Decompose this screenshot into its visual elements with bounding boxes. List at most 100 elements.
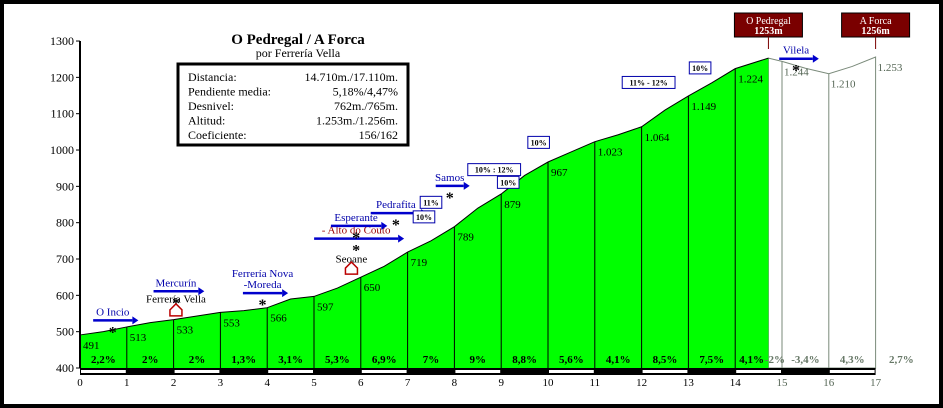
place-label: -Moreda [244,279,282,291]
y-tick-label: 1300 [50,34,74,48]
steep-note-box [467,163,522,177]
summit-flag [841,12,911,38]
gradient-label-secondary: 2,7% [889,354,914,366]
x-tick-label: 15 [777,377,789,389]
place-label: Seoane [336,254,368,266]
gradient-label: 4,1% [739,354,764,366]
steep-note-label: 10% [531,138,547,147]
x-tick-label: 5 [311,377,317,389]
elevation-label: 719 [411,257,428,269]
gradient-label: 8,8% [512,354,537,366]
x-tick-label: 3 [218,377,224,389]
house-icon [344,261,359,275]
steep-note-label: 10% : 12% [475,166,514,175]
asterisk-icon: * [352,243,360,260]
asterisk-icon: * [109,324,117,341]
y-tick-label: 500 [56,325,74,339]
summit-name: O Pedregal [746,16,791,27]
info-box [176,62,410,147]
x-tick-label: 6 [358,377,364,389]
gradient-label: 5,6% [559,354,584,366]
gradient-label: 4,1% [606,354,631,366]
arrow-head-icon [198,287,205,296]
elevation-label: 566 [270,313,287,325]
chart-frame: 0 1 2 3 4 5 6 7 8 9 10 11 12 13 14 15 16 17 400 500 600 700 80… [4,4,939,404]
steep-note-box [527,135,550,149]
x-axis-segment [829,370,875,373]
place-label: Samos [435,172,464,184]
steep-note-box [419,195,443,209]
elevation-label: 513 [130,332,147,344]
profile-area-secondary [767,56,877,369]
x-tick-label: 14 [730,377,742,389]
elevation-label: 967 [551,167,568,179]
asterisk-icon: * [259,297,267,314]
y-tick-label: 1100 [50,107,74,121]
arrow-head-icon [132,316,139,325]
y-tick-label: 1000 [50,143,74,157]
elevation-label: 533 [177,325,194,337]
elevation-label: 1.023 [598,147,623,159]
summit-name: A Forca [860,16,893,27]
place-label: Vilela [783,45,809,57]
info-key: Pendiente media: [188,85,271,99]
x-axis-segment [455,370,501,373]
gradient-label-secondary: 4,3% [840,354,865,366]
elevation-label: 650 [364,282,381,294]
y-tick-label: 700 [56,252,74,266]
summit-altitude: 1253m [754,26,783,37]
arrow-head-icon [463,181,470,190]
info-key: Distancia: [188,70,237,84]
info-value: 156/162 [359,128,398,142]
asterisk-icon: * [392,217,400,234]
elevation-label: 789 [457,232,474,244]
steep-note-box [621,75,676,89]
gradient-label: 7,5% [699,354,724,366]
gradient-label: 2% [189,354,206,366]
x-axis-segment [268,370,313,373]
steep-note-label: 11% - 12% [630,78,668,87]
gradient-label: 2,2% [91,354,116,366]
x-axis-segment [361,370,407,373]
steep-note-box [688,61,712,75]
x-tick-label: 8 [452,377,458,389]
x-tick-label: 17 [870,377,882,389]
summit-altitude: 1256m [861,26,890,37]
x-tick-label: 13 [683,377,695,389]
elevation-label: 491 [83,340,100,352]
y-tick-label: 1200 [50,70,74,84]
x-tick-label: 2 [171,377,177,389]
x-axis-segment [549,370,594,373]
x-axis-segment [81,370,126,373]
x-tick-label: 16 [823,377,835,389]
elevation-profile-chart: 0 1 2 3 4 5 6 7 8 9 10 11 12 13 14 15 16 1740050060070080… [50,12,914,389]
x-tick-label: 0 [77,377,83,389]
profile-line-main [79,57,769,336]
x-axis-segment [642,370,688,373]
chart-title: O Pedregal / A Forca [231,32,365,48]
asterisk-icon: * [352,230,360,247]
info-value: 1.253m./1.256m. [316,114,398,128]
steep-note-box [496,175,520,189]
place-label: Esperante [334,212,377,224]
place-label: Mercurín [155,277,196,289]
x-tick-label: 9 [498,377,504,389]
gradient-label-secondary: -3,4% [791,354,819,366]
x-tick-label: 7 [405,377,411,389]
elevation-label: 1.064 [645,132,670,144]
steep-note-box [412,210,436,224]
steep-note-label: 10% [416,213,432,222]
info-value: 14.710m./17.110m. [304,70,398,84]
gradient-label: 1,3% [231,354,256,366]
info-key: Desnivel: [188,99,234,113]
gradient-label: 9% [470,354,487,366]
x-axis-segment [174,370,220,373]
house-icon [169,302,183,317]
asterisk-icon: * [446,190,454,207]
gradient-label: 5,3% [325,354,350,366]
gradient-label: 7% [423,354,440,366]
info-key: Coeficiente: [188,128,247,142]
place-label: Pedrafita [376,199,416,211]
elevation-label-secondary: 1.210 [831,79,856,91]
x-tick-label: 4 [264,377,270,389]
